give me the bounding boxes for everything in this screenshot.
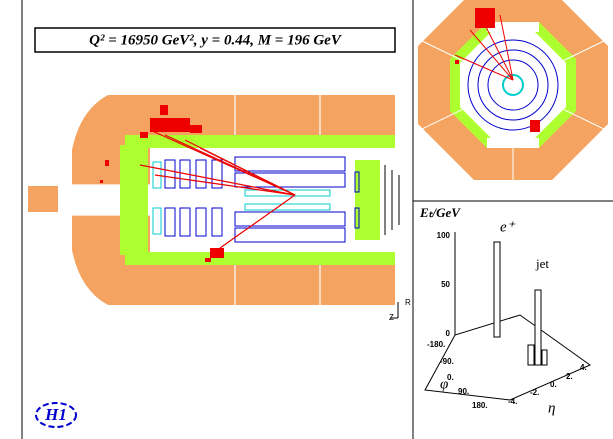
phi-tick: -90. xyxy=(440,357,454,366)
calorimeter xyxy=(28,186,58,212)
eta-tick: -2. xyxy=(530,388,539,397)
axis-r: R xyxy=(405,298,411,307)
phi-label: φ xyxy=(440,376,448,392)
lego-y-tick: 50 xyxy=(441,280,450,289)
lego-y-tick: 100 xyxy=(437,231,451,240)
event-display: Q² = 16950 GeV², y = 0.44, M = 196 GeV xyxy=(0,0,613,439)
lego-y-tick: 0 xyxy=(446,329,451,338)
phi-tick: 180. xyxy=(472,401,488,410)
jet-label: jet xyxy=(535,256,549,271)
logo: H1 xyxy=(44,405,67,424)
phi-tick: 90. xyxy=(458,387,469,396)
kinematics: Q² = 16950 GeV², y = 0.44, M = 196 GeV xyxy=(89,32,343,48)
lego-y-label: Eₜ/GeV xyxy=(419,205,461,220)
phi-tick: -180. xyxy=(427,340,445,349)
eta-tick: 2. xyxy=(566,372,573,381)
eta-tick: 4. xyxy=(580,363,587,372)
eta-label: η xyxy=(548,400,555,416)
coil xyxy=(120,145,148,255)
electron-label: e⁺ xyxy=(500,219,516,235)
eta-tick: -4. xyxy=(508,397,517,406)
eta-tick: 0. xyxy=(550,380,557,389)
coil xyxy=(125,252,395,265)
